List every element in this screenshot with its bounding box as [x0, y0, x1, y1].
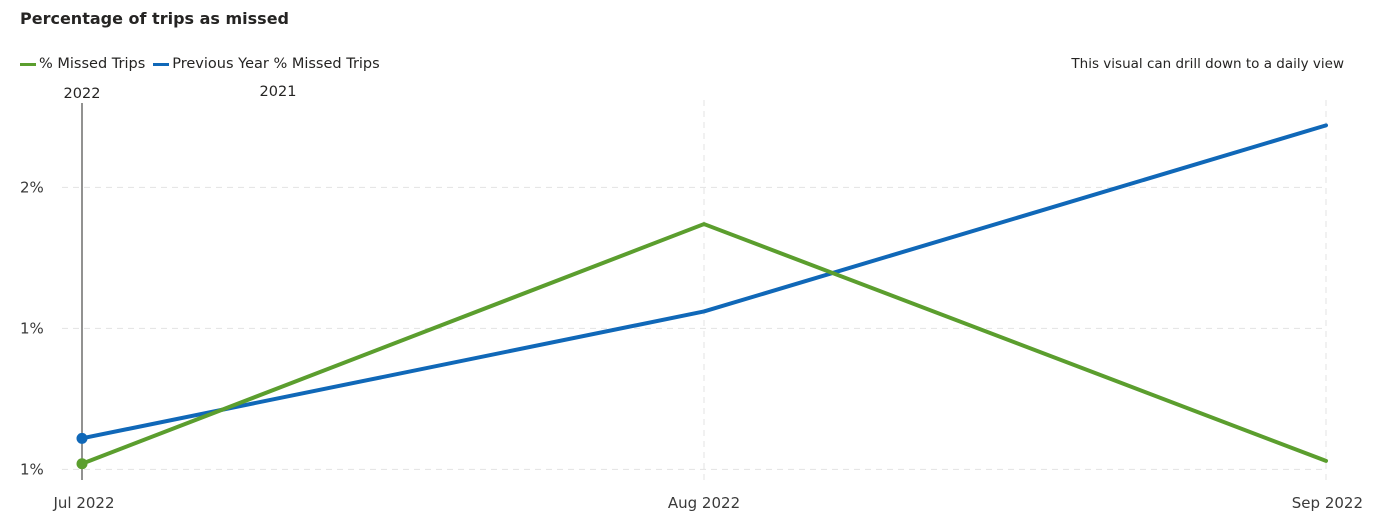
- x-tick-label-1: Aug 2022: [668, 494, 740, 512]
- legend-label-missed-trips: % Missed Trips: [39, 56, 146, 72]
- legend-item-previous-year[interactable]: Previous Year % Missed Trips: [153, 56, 380, 72]
- chart-legend: % Missed Trips Previous Year % Missed Tr…: [20, 56, 388, 72]
- legend-swatch-missed-trips: [20, 62, 36, 66]
- x-tick-label-2: Sep 2022: [1292, 494, 1363, 512]
- drill-down-note: This visual can drill down to a daily vi…: [1071, 56, 1344, 72]
- legend-swatch-previous-year: [153, 62, 170, 66]
- x-tick-label-0: Jul 2022: [52, 494, 114, 512]
- series-line-missed-trips: [80, 222, 1328, 466]
- y-tick-label-0: 1%: [20, 460, 44, 478]
- y-tick-label-2: 2%: [20, 178, 44, 196]
- legend-label-previous-year: Previous Year % Missed Trips: [172, 56, 380, 72]
- series-line-previous-year: [80, 123, 1328, 441]
- series-point-missed-trips-0: [76, 458, 88, 470]
- legend-item-missed-trips[interactable]: % Missed Trips: [20, 56, 145, 72]
- y-tick-label-1: 1%: [20, 319, 44, 337]
- chart-title: Percentage of trips as missed: [20, 9, 290, 28]
- series-point-previous-year-0: [76, 432, 88, 444]
- annotation-year-current: 2022: [64, 86, 101, 102]
- annotation-year-previous: 2021: [260, 84, 297, 100]
